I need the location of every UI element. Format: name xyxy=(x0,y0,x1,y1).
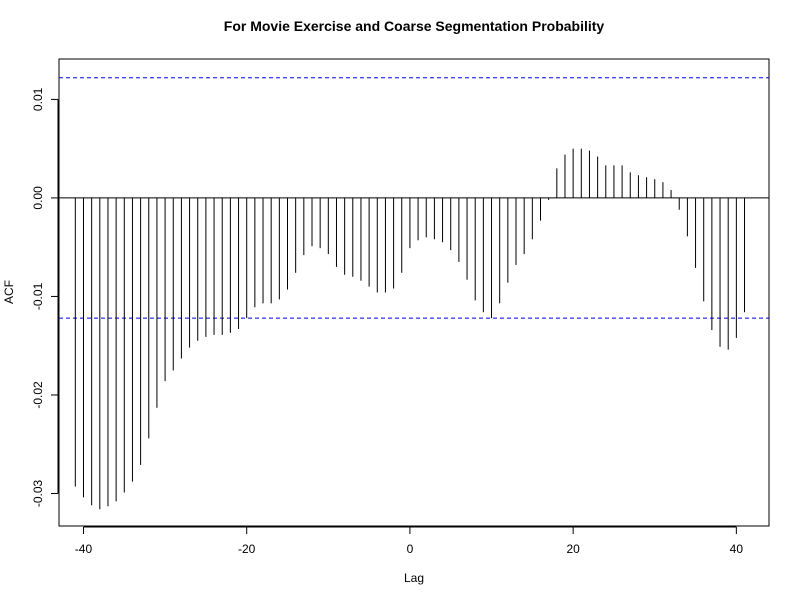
x-tick-label: -40 xyxy=(75,542,93,556)
x-axis-label: Lag xyxy=(404,571,424,585)
y-tick-label: 0.01 xyxy=(31,87,45,111)
y-axis: -0.03 -0.02 -0.01 0.00 0.01 xyxy=(31,87,59,507)
plot-frame xyxy=(58,58,770,527)
y-tick-label: -0.01 xyxy=(31,282,45,310)
y-axis-label: ACF xyxy=(2,280,16,304)
y-tick-label: -0.02 xyxy=(31,381,45,409)
confidence-bounds xyxy=(59,77,769,319)
chart-title: For Movie Exercise and Coarse Segmentati… xyxy=(224,18,605,34)
acf-bars xyxy=(74,148,746,510)
y-tick-label: 0.00 xyxy=(31,186,45,210)
x-tick-label: -20 xyxy=(238,542,256,556)
y-tick-label: -0.03 xyxy=(31,479,45,507)
x-axis: -40 -20 0 20 40 xyxy=(75,526,744,556)
x-tick-label: 20 xyxy=(566,542,580,556)
x-tick-label: 40 xyxy=(730,542,744,556)
x-tick-label: 0 xyxy=(407,542,414,556)
